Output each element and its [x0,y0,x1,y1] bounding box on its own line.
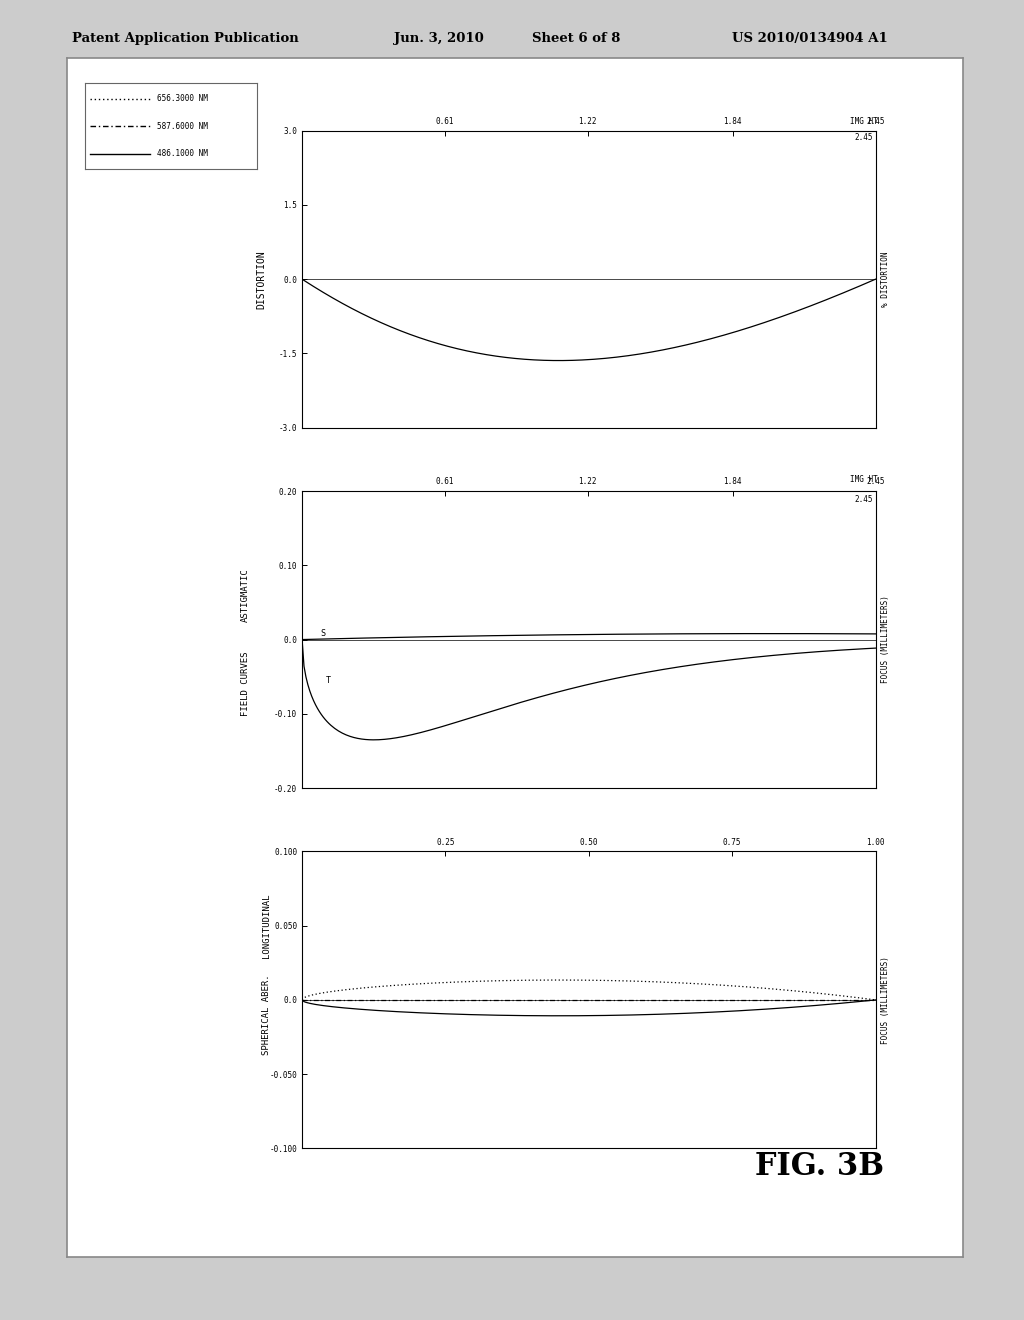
Text: Sheet 6 of 8: Sheet 6 of 8 [532,32,621,45]
Text: 656.3000 NM: 656.3000 NM [158,94,208,103]
Text: Patent Application Publication: Patent Application Publication [72,32,298,45]
Text: FIELD CURVES: FIELD CURVES [242,652,250,717]
Text: S: S [321,630,326,638]
Text: IMG HT: IMG HT [850,116,878,125]
Text: 587.6000 NM: 587.6000 NM [158,121,208,131]
Text: FIG. 3B: FIG. 3B [755,1151,884,1181]
Text: IMG HT: IMG HT [850,475,878,483]
Text: LONGITUDINAL: LONGITUDINAL [262,894,271,958]
Y-axis label: FOCUS (MILLIMETERS): FOCUS (MILLIMETERS) [881,595,890,684]
Text: SPHERICAL ABER.: SPHERICAL ABER. [262,974,271,1055]
Text: 1.00: 1.00 [313,690,332,700]
Text: T: T [326,676,331,685]
Text: ASTIGMATIC: ASTIGMATIC [242,568,250,622]
Text: 2.45: 2.45 [855,495,873,504]
Y-axis label: FOCUS (MILLIMETERS): FOCUS (MILLIMETERS) [881,956,890,1044]
Text: DISTORTION: DISTORTION [256,249,266,309]
Text: Jun. 3, 2010: Jun. 3, 2010 [394,32,484,45]
Text: 486.1000 NM: 486.1000 NM [158,149,208,158]
Text: US 2010/0134904 A1: US 2010/0134904 A1 [732,32,888,45]
Text: 2.45: 2.45 [855,133,873,143]
Y-axis label: % DISTORTION: % DISTORTION [881,251,890,308]
